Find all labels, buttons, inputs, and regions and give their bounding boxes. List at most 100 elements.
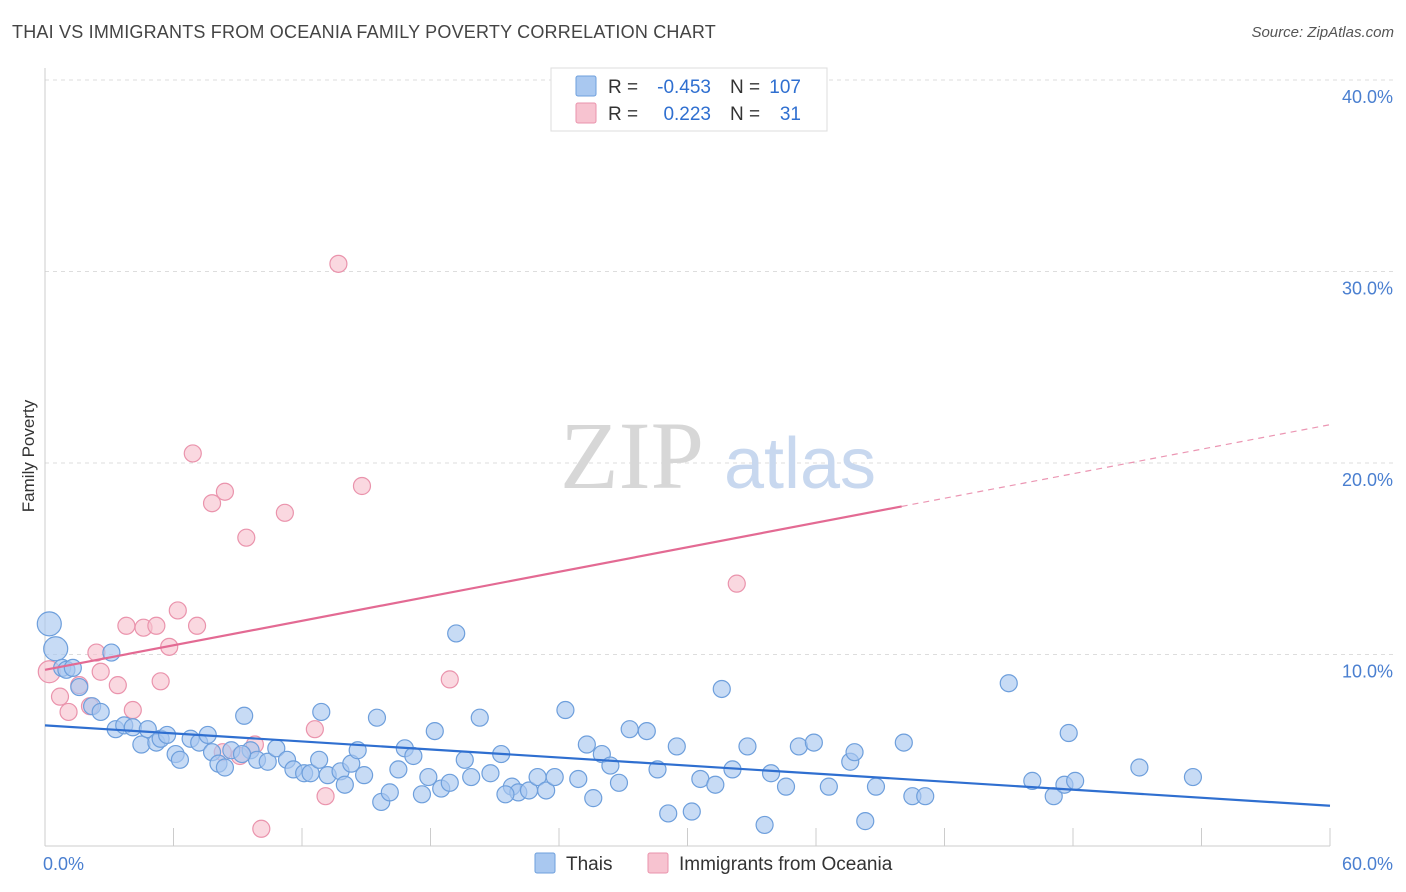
thais-point-74: [637, 721, 656, 741]
thais-point-56: [462, 767, 481, 787]
thais-point-12: [132, 735, 151, 754]
thais-point-54: [447, 624, 466, 643]
oceania-point-16: [183, 444, 202, 463]
thais-point-36: [312, 702, 331, 722]
thais-point-48: [404, 746, 423, 766]
legend-r-label-oceania: R =: [608, 104, 638, 125]
y-axis-label: Family Poverty: [19, 399, 38, 512]
thais-point-66: [556, 700, 575, 720]
thais-point-5: [70, 677, 89, 697]
thais-point-35: [310, 750, 329, 769]
oceania-point-9: [123, 700, 142, 720]
oceania-point-8: [117, 616, 136, 635]
x-tick-label-0: 0.0%: [43, 854, 84, 874]
oceania-point-26: [316, 787, 335, 806]
thais-point-84: [755, 815, 774, 835]
oceania-point-29: [440, 670, 459, 689]
thais-point-89: [819, 777, 838, 796]
grid-lines: [45, 79, 1395, 655]
oceania-point-6: [91, 662, 110, 681]
thais-point-0: [36, 611, 62, 637]
thais-point-98: [1023, 771, 1042, 790]
thais-point-73: [620, 720, 639, 739]
thais-point-96: [916, 787, 935, 806]
y-tick-label-2: 30.0%: [1342, 279, 1393, 299]
legend-n-value-thais: 107: [769, 77, 801, 98]
oceania-point-23: [252, 819, 271, 838]
thais-point-39: [335, 775, 354, 794]
y-tick-label-3: 40.0%: [1342, 87, 1393, 107]
oceania-point-2: [59, 702, 78, 722]
thais-point-65: [545, 767, 564, 787]
thais-point-45: [380, 783, 399, 802]
tick-labels: 10.0% 20.0% 30.0% 40.0% 0.0% 60.0%: [43, 87, 1393, 874]
legend-r-label-thais: R =: [608, 77, 638, 98]
thais-point-57: [470, 708, 489, 727]
thais-point-69: [584, 789, 603, 808]
oceania-point-11: [147, 616, 166, 635]
thais-point-50: [419, 767, 438, 787]
thais-point-75: [648, 760, 667, 779]
thais-point-55: [455, 750, 474, 769]
thais-point-7: [91, 702, 110, 722]
axes: [44, 68, 1331, 847]
thais-point-18: [170, 750, 190, 769]
thais-point-1: [43, 636, 69, 662]
thais-point-46: [389, 760, 408, 779]
thais-point-105: [496, 785, 515, 804]
oceania-point-30: [727, 574, 746, 593]
thais-point-83: [738, 737, 757, 756]
y-tick-label-1: 20.0%: [1342, 470, 1393, 490]
thais-point-102: [1066, 771, 1085, 790]
legend-n-value-oceania: 31: [780, 104, 801, 125]
y-tick-label-0: 10.0%: [1342, 662, 1393, 682]
thais-point-97: [999, 674, 1018, 693]
thais-point-77: [667, 737, 686, 756]
oceania-point-12: [151, 672, 170, 691]
thais-point-53: [440, 773, 459, 792]
thais-point-26: [235, 706, 254, 725]
thais-point-11: [123, 718, 142, 737]
thais-point-78: [682, 802, 701, 821]
thais-point-104: [1183, 767, 1203, 787]
oceania-point-25: [305, 720, 324, 739]
thais-point-101: [1059, 723, 1078, 743]
thais-point-76: [659, 804, 678, 823]
thais-point-58: [481, 764, 500, 783]
thais-point-86: [776, 777, 796, 796]
thais-point-88: [804, 733, 823, 752]
legend-n-label-oceania: N =: [730, 104, 760, 125]
bottom-legend-label-thais: Thais: [566, 854, 612, 875]
thais-point-29: [258, 752, 277, 771]
oceania-point-27: [329, 254, 348, 273]
thais-point-24: [215, 758, 234, 777]
thais-point-68: [577, 735, 596, 754]
trend-lines: [44, 424, 1331, 807]
thais-point-72: [609, 773, 629, 792]
oceania-point-1: [50, 687, 70, 706]
series-thais-points: [36, 611, 1203, 835]
x-tick-label-1: 60.0%: [1342, 854, 1393, 874]
watermark: ZIP atlas: [560, 402, 876, 509]
thais-point-87: [789, 737, 808, 756]
legend-swatch-oceania: [575, 102, 597, 124]
thais-point-51: [425, 721, 444, 741]
thais-point-85: [761, 764, 781, 783]
thais-trend-solid: [44, 724, 1331, 807]
watermark-atlas: atlas: [724, 424, 876, 504]
thais-point-16: [157, 725, 177, 745]
thais-point-4: [63, 658, 82, 678]
oceania-trend-dashed: [901, 424, 1331, 507]
thais-point-64: [537, 781, 556, 800]
legend-r-value-oceania: 0.223: [663, 104, 711, 125]
watermark-zip: ZIP: [560, 402, 704, 509]
oceania-point-21: [237, 528, 256, 547]
chart-title: THAI VS IMMIGRANTS FROM OCEANIA FAMILY P…: [12, 22, 716, 42]
legend-n-label-thais: N =: [730, 77, 760, 98]
oceania-point-24: [275, 503, 294, 522]
thais-point-43: [367, 708, 387, 727]
legend-box: [550, 67, 828, 132]
bottom-legend-swatch-oceania: [647, 852, 669, 874]
bottom-legend-swatch-thais: [534, 852, 556, 874]
